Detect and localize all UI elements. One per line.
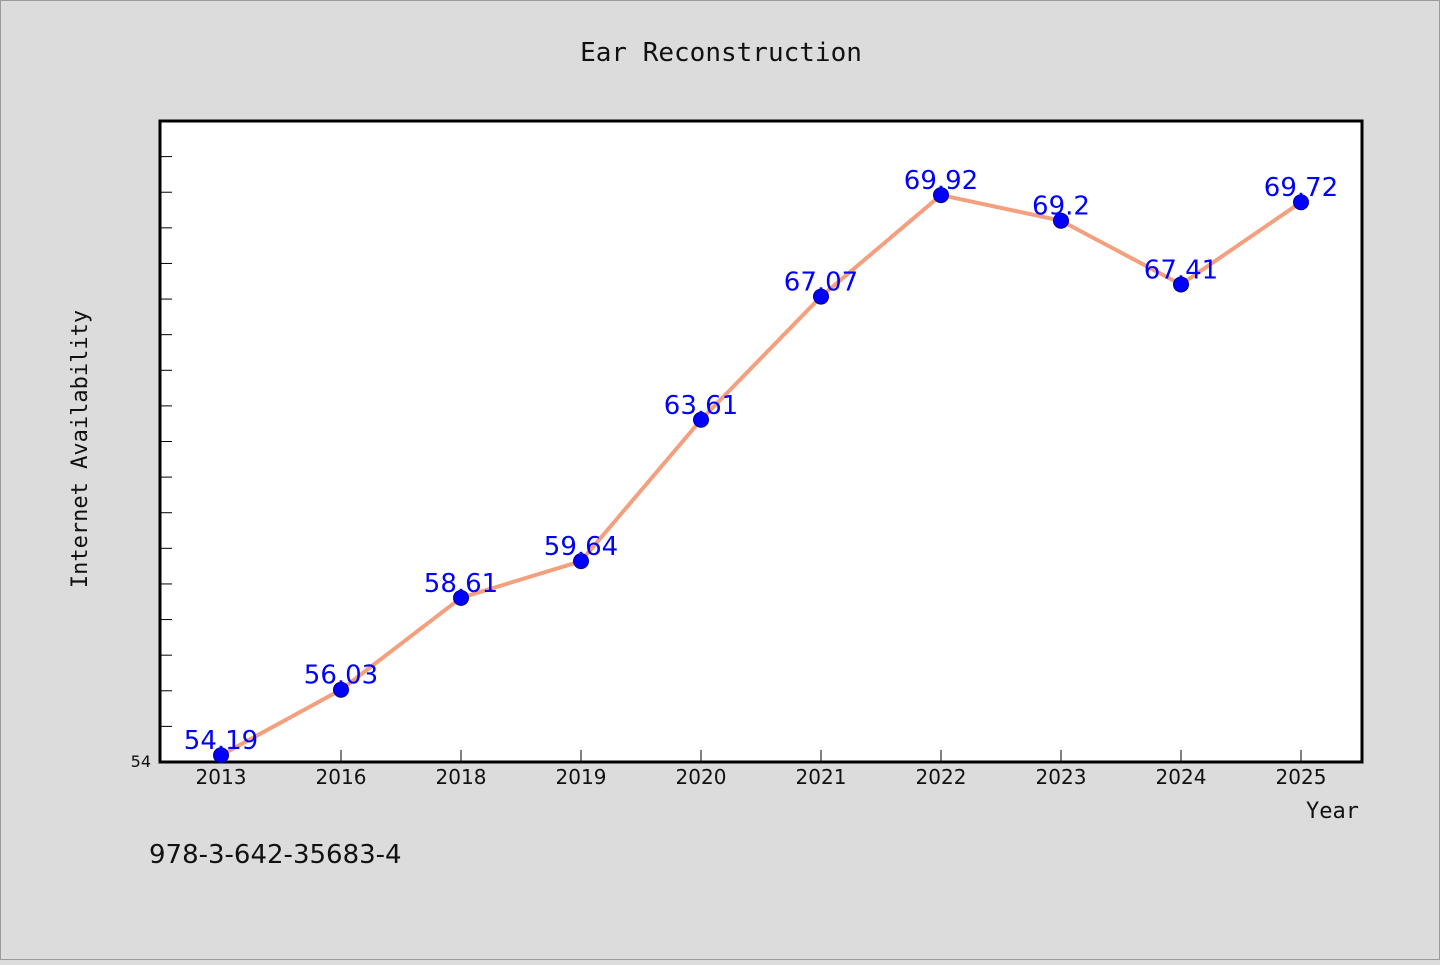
data-point xyxy=(453,589,469,606)
data-label: 69.72 xyxy=(1264,173,1338,203)
data-label: 56.03 xyxy=(304,661,378,691)
x-tick-label: 2019 xyxy=(556,765,607,789)
series-layer: 54.19 56.03 58.61 59.64 63.61 67.07 69.92 69.2 6… xyxy=(184,166,1338,764)
isbn-text: 978-3-642-35683-4 xyxy=(149,840,402,870)
data-point xyxy=(813,288,829,305)
data-point xyxy=(213,747,229,764)
data-label: 63.61 xyxy=(664,391,738,421)
x-axis-label: Year xyxy=(1306,799,1359,824)
data-point xyxy=(1173,276,1189,293)
data-point xyxy=(693,411,709,428)
data-label: 59.64 xyxy=(544,532,618,562)
data-label: 67.07 xyxy=(784,268,858,298)
data-label: 69.2 xyxy=(1032,192,1090,222)
data-point xyxy=(933,187,949,204)
x-tick-label: 2025 xyxy=(1276,765,1327,789)
plot-area xyxy=(158,119,1364,764)
y-axis-ticks xyxy=(160,156,172,727)
data-point xyxy=(333,681,349,698)
y-axis-label: Internet Availability xyxy=(68,310,93,588)
x-tick-label: 2024 xyxy=(1156,765,1207,789)
x-tick-label: 2021 xyxy=(796,765,847,789)
data-label: 69.92 xyxy=(904,166,978,196)
y-axis-tick-label: 54 xyxy=(131,752,151,771)
data-point xyxy=(573,553,589,570)
x-axis-ticks: 2013 2016 2018 2019 2020 2021 2022 2023 2024 2025 xyxy=(196,750,1327,789)
data-label: 54.19 xyxy=(184,726,258,756)
series-line xyxy=(220,193,1303,757)
x-tick-label: 2016 xyxy=(316,765,367,789)
x-tick-label: 2020 xyxy=(676,765,727,789)
x-tick-label: 2023 xyxy=(1036,765,1087,789)
data-label: 67.41 xyxy=(1144,255,1218,285)
chart-title: Ear Reconstruction xyxy=(580,38,862,68)
data-point xyxy=(1293,194,1309,211)
x-tick-label: 2018 xyxy=(436,765,487,789)
x-tick-label: 2013 xyxy=(196,765,247,789)
data-point xyxy=(1053,212,1069,229)
x-tick-label: 2022 xyxy=(916,765,967,789)
data-label: 58.61 xyxy=(424,569,498,599)
